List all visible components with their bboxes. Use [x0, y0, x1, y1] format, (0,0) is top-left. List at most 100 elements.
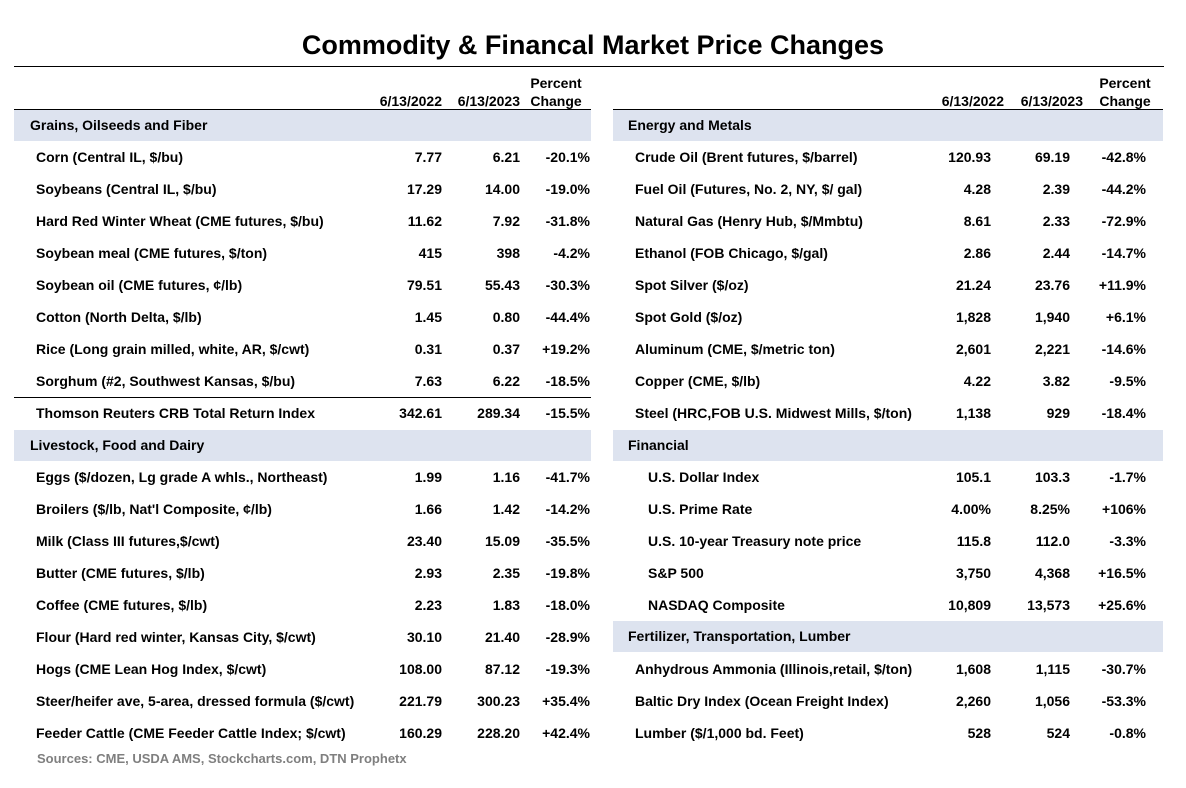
table-row: S&P 500 3,750 4,368 +16.5%	[613, 557, 1163, 589]
value-2023: 0.37	[492, 341, 520, 357]
value-2022: 30.10	[406, 629, 442, 645]
table-row: Cotton (North Delta, $/lb) 1.45 0.80 -44.4%	[14, 301, 591, 333]
table-row: Coffee (CME futures, $/lb) 2.23 1.83 -18.0%	[14, 589, 591, 621]
percent-change: -4.2%	[553, 245, 590, 261]
value-2023: 55.43	[484, 277, 520, 293]
row-label: Lumber ($/1,000 bd. Feet)	[635, 725, 804, 741]
value-2023: 15.09	[484, 533, 520, 549]
row-label: Soybean meal (CME futures, $/ton)	[36, 245, 268, 261]
table-row: Corn (Central IL, $/bu) 7.77 6.21 -20.1%	[14, 141, 591, 173]
row-label: Baltic Dry Index (Ocean Freight Index)	[635, 693, 889, 709]
table-row: Steel (HRC,FOB U.S. Midwest Mills, $/ton…	[613, 397, 1163, 429]
row-label: Ethanol (FOB Chicago, $/gal)	[635, 245, 828, 261]
table-row: Butter (CME futures, $/lb) 2.93 2.35 -19.8%	[14, 557, 591, 589]
value-2022: 1.45	[414, 309, 442, 325]
percent-change: -14.7%	[1101, 245, 1146, 261]
value-2022: 2,601	[955, 341, 991, 357]
percent-change: +106%	[1102, 501, 1146, 517]
table-row: Soybeans (Central IL, $/bu) 17.29 14.00 -19…	[14, 173, 591, 205]
value-2022: 1,138	[955, 405, 991, 421]
row-label: Crude Oil (Brent futures, $/barrel)	[635, 149, 858, 165]
value-2023: 3.82	[1042, 373, 1070, 389]
value-2022: 1,608	[955, 661, 991, 677]
value-2023: 2.39	[1042, 181, 1070, 197]
value-2022: 1,828	[955, 309, 991, 325]
row-label: NASDAQ Composite	[648, 597, 785, 613]
row-label: Broilers ($/lb, Nat'l Composite, ¢/lb)	[36, 501, 272, 517]
table-row: Aluminum (CME, $/metric ton) 2,601 2,221 -1…	[613, 333, 1163, 365]
table-row: Lumber ($/1,000 bd. Feet) 528 524 -0.8%	[613, 717, 1163, 749]
page-title: Commodity & Financal Market Price Change…	[301, 30, 885, 60]
value-2022: 2.93	[414, 565, 442, 581]
value-2022: 8.61	[963, 213, 991, 229]
table-row: Hard Red Winter Wheat (CME futures, $/bu…	[14, 205, 591, 237]
section-header-grains-oilseeds-and-fiber: Grains, Oilseeds and Fiber	[14, 110, 591, 141]
percent-change: +25.6%	[1098, 597, 1146, 613]
table-row: Crude Oil (Brent futures, $/barrel) 120.9…	[613, 141, 1163, 173]
percent-change: -18.5%	[545, 373, 590, 389]
table-row: Spot Silver ($/oz) 21.24 23.76 +11.9%	[613, 269, 1163, 301]
value-2023: 13,573	[1027, 597, 1070, 613]
percent-change: +19.2%	[542, 341, 590, 357]
value-2022: 115.8	[956, 533, 991, 549]
row-label: Hard Red Winter Wheat (CME futures, $/bu…	[36, 213, 324, 229]
value-2022: 415	[418, 245, 442, 261]
value-2023: 2.33	[1042, 213, 1070, 229]
header-rule-right	[613, 109, 1163, 110]
percent-change: -14.6%	[1101, 341, 1146, 357]
percent-change: -0.8%	[1109, 725, 1146, 741]
percent-change: -44.2%	[1101, 181, 1146, 197]
table-row: U.S. 10-year Treasury note price 115.8 112…	[613, 525, 1163, 557]
row-label: Coffee (CME futures, $/lb)	[36, 597, 208, 613]
table-row: U.S. Prime Rate 4.00% 8.25% +106%	[613, 493, 1163, 525]
value-2023: 87.12	[484, 661, 520, 677]
row-label: Natural Gas (Henry Hub, $/Mmbtu)	[635, 213, 863, 229]
percent-change: -14.2%	[545, 501, 590, 517]
table-row: Broilers ($/lb, Nat'l Composite, ¢/lb) 1.…	[14, 493, 591, 525]
percent-change: +11.9%	[1098, 277, 1146, 293]
value-2022: 528	[967, 725, 991, 741]
row-label: Eggs ($/dozen, Lg grade A whls., Northea…	[36, 469, 328, 485]
value-2022: 108.00	[399, 661, 442, 677]
value-2022: 342.61	[399, 405, 442, 421]
value-2023: 8.25%	[1030, 501, 1070, 517]
table-row: Fuel Oil (Futures, No. 2, NY, $/ gal) 4.2…	[613, 173, 1163, 205]
value-2023: 21.40	[484, 629, 520, 645]
table-row: U.S. Dollar Index 105.1 103.3 -1.7%	[613, 461, 1163, 493]
crb-index-rule	[14, 397, 591, 398]
value-2023: 929	[1046, 405, 1070, 421]
percent-change: +6.1%	[1105, 309, 1146, 325]
table-row: Sorghum (#2, Southwest Kansas, $/bu) 7.63…	[14, 365, 591, 397]
percent-change: -19.8%	[545, 565, 590, 581]
value-2023: 228.20	[477, 725, 520, 741]
table-row: Eggs ($/dozen, Lg grade A whls., Northea…	[14, 461, 591, 493]
percent-change: -42.8%	[1101, 149, 1146, 165]
value-2022: 2.86	[963, 245, 991, 261]
table-row: Milk (Class III futures,$/cwt) 23.40 15.09…	[14, 525, 591, 557]
table-row: Steer/heifer ave, 5-area, dressed formul…	[14, 685, 591, 717]
row-label: Sorghum (#2, Southwest Kansas, $/bu)	[36, 373, 296, 389]
row-label: Milk (Class III futures,$/cwt)	[36, 533, 220, 549]
row-label: Flour (Hard red winter, Kansas City, $/c…	[36, 629, 316, 645]
percent-change: -3.3%	[1109, 533, 1146, 549]
table-row: NASDAQ Composite 10,809 13,573 +25.6%	[613, 589, 1163, 621]
percent-change: -53.3%	[1101, 693, 1146, 709]
row-label: U.S. Dollar Index	[648, 469, 760, 485]
value-2023: 112.0	[1035, 533, 1070, 549]
row-label: Steel (HRC,FOB U.S. Midwest Mills, $/ton…	[635, 405, 912, 421]
value-2023: 300.23	[477, 693, 520, 709]
value-2023: 1,940	[1034, 309, 1070, 325]
percent-change: -15.5%	[545, 405, 590, 421]
value-2022: 79.51	[406, 277, 442, 293]
row-label: Soybeans (Central IL, $/bu)	[36, 181, 217, 197]
row-label: Corn (Central IL, $/bu)	[36, 149, 183, 165]
row-label: Spot Silver ($/oz)	[635, 277, 749, 293]
value-2023: 289.34	[477, 405, 520, 421]
table-row: Flour (Hard red winter, Kansas City, $/c…	[14, 621, 591, 653]
percent-change: -1.7%	[1109, 469, 1146, 485]
row-label: Copper (CME, $/lb)	[635, 373, 761, 389]
value-2022: 1.99	[414, 469, 442, 485]
value-2022: 221.79	[399, 693, 442, 709]
value-2023: 6.21	[492, 149, 520, 165]
percent-change: +16.5%	[1098, 565, 1146, 581]
